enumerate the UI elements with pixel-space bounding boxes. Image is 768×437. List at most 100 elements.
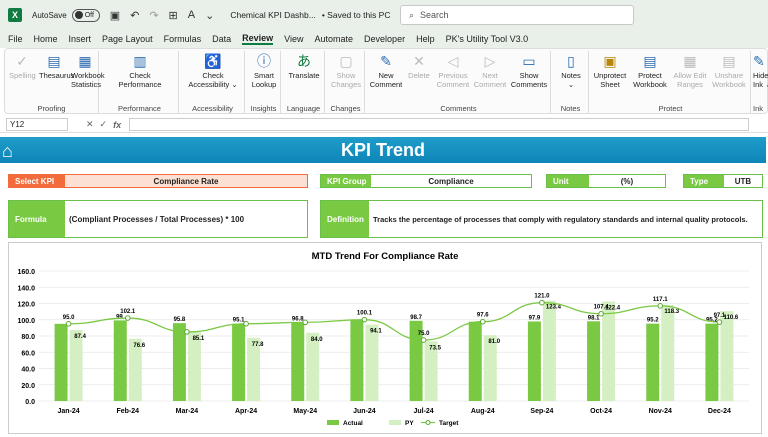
x-tick-label: Oct-24 — [590, 408, 612, 415]
spelling-button[interactable]: ✓ Spelling — [9, 53, 36, 80]
menu-data[interactable]: Data — [212, 34, 232, 44]
menu-bar: File Home Insert Page Layout Formulas Data Rev… — [0, 30, 768, 48]
py-bar — [69, 329, 83, 401]
legend-py-label: PY — [405, 420, 414, 427]
target-point — [657, 303, 664, 309]
y-tick-label: 120.0 — [17, 302, 35, 309]
y-tick-label: 80.0 — [21, 334, 35, 341]
py-data-label: 122.4 — [605, 306, 621, 312]
menu-page-layout[interactable]: Page Layout — [102, 34, 153, 44]
menu-automate[interactable]: Automate — [314, 34, 354, 44]
smart-lookup-button[interactable]: ⓘ Smart Lookup — [249, 53, 279, 89]
select-kpi-dropdown[interactable]: Compliance Rate — [65, 175, 307, 187]
x-tick-label: Apr-24 — [235, 408, 257, 415]
py-bar — [602, 301, 616, 401]
notes-button[interactable]: ▯ Notes ⌄ — [555, 53, 587, 89]
py-bar — [365, 324, 379, 401]
borders-icon[interactable]: ⊞ — [168, 9, 178, 22]
check-accessibility-button[interactable]: ♿ Check Accessibility ⌄ — [183, 53, 243, 89]
legend-actual-label: Actual — [343, 420, 363, 427]
kpi-group-value: Compliance — [428, 176, 474, 186]
ribbon: ✓ Spelling ▤ Thesaurus ▦ Workbook Statistic… — [4, 48, 768, 114]
translate-icon: あ — [297, 53, 311, 69]
saved-status: • Saved to this PC — [321, 10, 391, 20]
hide-ink-button[interactable]: ✎ Hide Ink ⌄ — [753, 53, 768, 89]
customize-qat-icon[interactable]: ⌄ — [205, 9, 215, 22]
name-box[interactable]: Y12 — [6, 118, 68, 131]
font-color-icon[interactable]: A — [187, 9, 196, 21]
actual-bar — [113, 320, 127, 401]
group-ink: ✎ Hide Ink ⌄ Ink — [753, 51, 768, 113]
delete-comment-button[interactable]: ✕ Delete — [405, 53, 433, 80]
dashboard-banner: ⌂ KPI Trend — [0, 137, 766, 163]
menu-pk-s-utility-tool-v3-0[interactable]: PK's Utility Tool V3.0 — [445, 34, 529, 44]
unlock-icon: ▣ — [603, 53, 617, 69]
home-icon[interactable]: ⌂ — [2, 141, 13, 161]
menu-view[interactable]: View — [284, 34, 304, 44]
changes-icon: ▢ — [339, 53, 353, 69]
performance-group-name: Performance — [118, 104, 161, 113]
thesaurus-button[interactable]: ▤ Thesaurus — [39, 53, 74, 80]
x-tick-label: Sep-24 — [530, 408, 553, 415]
new-comment-icon: ✎ — [380, 53, 392, 69]
menu-home[interactable]: Home — [33, 34, 58, 44]
actual-bar — [350, 319, 364, 401]
y-tick-label: 160.0 — [17, 269, 35, 276]
select-kpi-label: Select KPI — [9, 175, 65, 187]
next-comment-button[interactable]: ▷ Next Comment — [473, 53, 507, 89]
target-data-label: 97.6 — [477, 313, 489, 319]
previous-comment-button[interactable]: ◁ Previous Comment — [435, 53, 471, 89]
actual-bar — [232, 323, 246, 401]
delete-comment-icon: ✕ — [413, 53, 425, 69]
workbook-statistics-button[interactable]: ▦ Workbook Statistics — [71, 53, 105, 89]
menu-insert[interactable]: Insert — [68, 34, 92, 44]
target-point — [539, 299, 545, 306]
actual-data-label: 95.8 — [174, 317, 186, 323]
py-data-label: 84.0 — [311, 337, 323, 343]
next-comment-icon: ▷ — [484, 53, 496, 69]
insert-function-icon[interactable]: fx — [113, 119, 122, 130]
menu-file[interactable]: File — [8, 34, 23, 44]
group-protect: ▣ Unprotect Sheet ▤ Protect Workbook ▦ Allo… — [591, 51, 751, 113]
y-tick-label: 0.0 — [25, 399, 35, 406]
target-data-label: 97.1 — [714, 313, 726, 319]
target-point — [243, 320, 249, 327]
delete-comment-label: Delete — [408, 71, 430, 80]
py-data-label: 73.5 — [429, 345, 441, 351]
redo-icon[interactable]: ↷ — [149, 9, 159, 22]
unprotect-sheet-button[interactable]: ▣ Unprotect Sheet — [591, 53, 629, 89]
y-tick-label: 40.0 — [21, 367, 35, 374]
menu-help[interactable]: Help — [416, 34, 435, 44]
save-icon[interactable]: ▣ — [109, 9, 121, 22]
x-tick-label: May-24 — [293, 408, 317, 415]
py-bar — [483, 335, 497, 401]
formula-input[interactable] — [129, 118, 750, 131]
autosave-label: AutoSave — [32, 10, 67, 20]
target-point — [420, 337, 427, 343]
allow-edit-ranges-button[interactable]: ▦ Allow Edit Ranges — [671, 53, 709, 89]
check-performance-button[interactable]: ▥ Check Performance — [115, 53, 165, 89]
protect-workbook-button[interactable]: ▤ Protect Workbook — [629, 53, 671, 89]
menu-formulas[interactable]: Formulas — [163, 34, 202, 44]
actual-data-label: 97.9 — [529, 315, 541, 321]
translate-button[interactable]: あ Translate — [285, 53, 323, 80]
confirm-entry-icon[interactable]: ✓ — [99, 119, 108, 129]
cancel-entry-icon[interactable]: ✕ — [86, 119, 94, 129]
undo-icon[interactable]: ↶ — [130, 9, 140, 22]
legend-target-marker — [425, 420, 431, 425]
py-data-label: 87.4 — [74, 334, 86, 340]
show-changes-button[interactable]: ▢ Show Changes — [329, 53, 363, 89]
protect-workbook-label: Protect Workbook — [633, 71, 667, 89]
target-point — [65, 321, 72, 327]
py-data-label: 118.3 — [664, 309, 679, 315]
search-box[interactable]: ⌕ Search — [400, 5, 634, 25]
autosave-toggle[interactable]: Off — [71, 8, 100, 22]
target-point — [598, 310, 604, 317]
excel-logo-icon: X — [8, 8, 22, 22]
unshare-workbook-button[interactable]: ▤ Unshare Workbook — [709, 53, 749, 89]
worksheet: ⌂ KPI Trend Select KPI Compliance Rate K… — [0, 135, 768, 437]
new-comment-button[interactable]: ✎ New Comment — [369, 53, 403, 89]
show-comments-button[interactable]: ▭ Show Comments — [509, 53, 549, 89]
menu-developer[interactable]: Developer — [364, 34, 406, 44]
menu-review[interactable]: Review — [242, 33, 274, 45]
